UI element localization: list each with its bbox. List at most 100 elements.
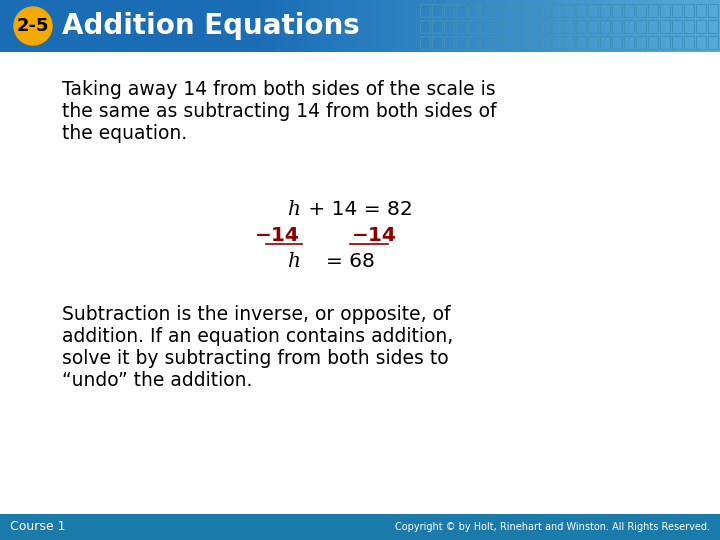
Bar: [618, 0, 625, 52]
Bar: [684, 0, 691, 52]
Bar: [666, 0, 673, 52]
Bar: [384, 0, 391, 52]
Bar: [438, 0, 445, 52]
Bar: [90, 0, 97, 52]
Bar: [510, 0, 517, 52]
Bar: [174, 0, 181, 52]
Bar: [648, 0, 655, 52]
Bar: [156, 0, 163, 52]
Text: solve it by subtracting from both sides to: solve it by subtracting from both sides …: [62, 349, 449, 368]
Bar: [516, 0, 523, 52]
Text: Taking away 14 from both sides of the scale is: Taking away 14 from both sides of the sc…: [62, 80, 495, 99]
Bar: [570, 0, 577, 52]
Text: Addition Equations: Addition Equations: [62, 12, 360, 40]
Bar: [390, 0, 397, 52]
Text: the same as subtracting 14 from both sides of: the same as subtracting 14 from both sid…: [62, 102, 497, 121]
Bar: [132, 0, 139, 52]
Bar: [324, 0, 331, 52]
Bar: [456, 0, 463, 52]
Bar: [498, 0, 505, 52]
Circle shape: [14, 7, 52, 45]
Bar: [690, 0, 697, 52]
Bar: [72, 0, 79, 52]
Bar: [288, 0, 295, 52]
Bar: [678, 0, 685, 52]
Bar: [0, 0, 720, 52]
Bar: [402, 0, 409, 52]
Bar: [540, 0, 547, 52]
Bar: [606, 0, 613, 52]
Bar: [486, 0, 493, 52]
Bar: [582, 0, 589, 52]
Bar: [108, 0, 115, 52]
Bar: [708, 0, 715, 52]
Bar: [522, 0, 529, 52]
Text: −14: −14: [255, 226, 300, 245]
Bar: [78, 0, 85, 52]
Text: Copyright © by Holt, Rinehart and Winston. All Rights Reserved.: Copyright © by Holt, Rinehart and Winsto…: [395, 522, 710, 532]
Bar: [576, 0, 583, 52]
Bar: [186, 0, 193, 52]
Bar: [204, 0, 211, 52]
Bar: [396, 0, 403, 52]
Bar: [24, 0, 31, 52]
Bar: [12, 0, 19, 52]
Bar: [546, 0, 553, 52]
Bar: [66, 0, 73, 52]
Bar: [600, 0, 607, 52]
Bar: [42, 0, 49, 52]
Bar: [312, 0, 319, 52]
Bar: [96, 0, 103, 52]
Bar: [246, 0, 253, 52]
Bar: [450, 0, 457, 52]
Bar: [420, 0, 427, 52]
Bar: [558, 0, 565, 52]
Bar: [534, 0, 541, 52]
Bar: [258, 0, 265, 52]
Bar: [276, 0, 283, 52]
Bar: [240, 0, 247, 52]
Bar: [660, 0, 667, 52]
Bar: [408, 0, 415, 52]
Bar: [354, 0, 361, 52]
Bar: [462, 0, 469, 52]
Text: h: h: [287, 200, 300, 219]
Bar: [30, 0, 37, 52]
Bar: [444, 0, 451, 52]
Bar: [630, 0, 637, 52]
Bar: [696, 0, 703, 52]
Bar: [366, 0, 373, 52]
Bar: [306, 0, 313, 52]
Bar: [552, 0, 559, 52]
Bar: [300, 0, 307, 52]
Text: h: h: [287, 252, 300, 271]
Bar: [198, 0, 205, 52]
Bar: [84, 0, 91, 52]
Bar: [714, 0, 720, 52]
Bar: [624, 0, 631, 52]
Bar: [432, 0, 439, 52]
Bar: [594, 0, 601, 52]
Bar: [150, 0, 157, 52]
Bar: [642, 0, 649, 52]
Bar: [318, 0, 325, 52]
Bar: [102, 0, 109, 52]
Bar: [336, 0, 343, 52]
Text: Course 1: Course 1: [10, 521, 66, 534]
Text: Subtraction is the inverse, or opposite, of: Subtraction is the inverse, or opposite,…: [62, 305, 451, 324]
Bar: [144, 0, 151, 52]
Bar: [54, 0, 61, 52]
Bar: [378, 0, 385, 52]
Bar: [138, 0, 145, 52]
Bar: [702, 0, 709, 52]
Bar: [348, 0, 355, 52]
Bar: [468, 0, 475, 52]
Bar: [372, 0, 379, 52]
Bar: [180, 0, 187, 52]
Bar: [264, 0, 271, 52]
Bar: [60, 0, 67, 52]
Bar: [492, 0, 499, 52]
Bar: [474, 0, 481, 52]
Bar: [342, 0, 349, 52]
Text: the equation.: the equation.: [62, 124, 187, 143]
